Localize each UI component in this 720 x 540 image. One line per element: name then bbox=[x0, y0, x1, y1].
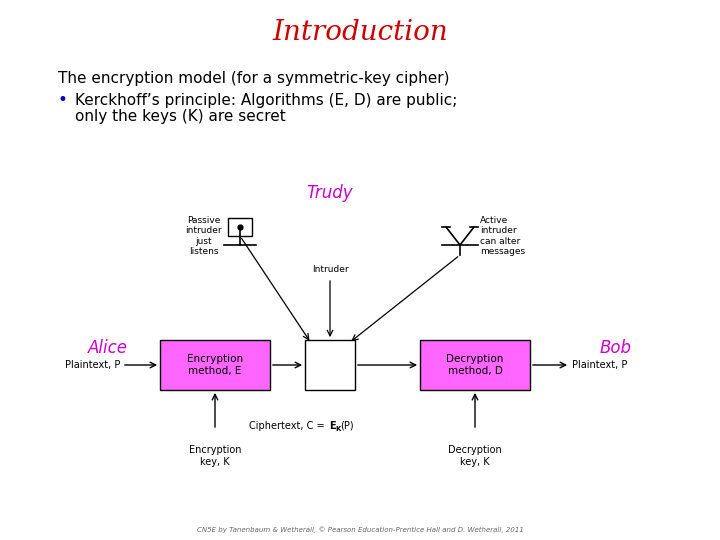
Text: Intruder: Intruder bbox=[312, 266, 348, 274]
Text: Trudy: Trudy bbox=[307, 184, 354, 202]
Bar bbox=[160, 340, 270, 390]
Text: Decryption
key, K: Decryption key, K bbox=[448, 445, 502, 467]
Text: Plaintext, P: Plaintext, P bbox=[65, 360, 120, 370]
Text: Alice: Alice bbox=[88, 339, 128, 357]
Bar bbox=[228, 218, 252, 236]
Text: •: • bbox=[58, 91, 68, 109]
Text: Encryption
method, E: Encryption method, E bbox=[187, 354, 243, 376]
Text: Active
intruder
can alter
messages: Active intruder can alter messages bbox=[480, 216, 525, 256]
Text: Bob: Bob bbox=[600, 339, 632, 357]
Text: Introduction: Introduction bbox=[272, 18, 448, 45]
Text: K: K bbox=[335, 426, 341, 432]
Bar bbox=[305, 340, 355, 390]
Text: Decryption
method, D: Decryption method, D bbox=[446, 354, 504, 376]
Text: The encryption model (for a symmetric-key cipher): The encryption model (for a symmetric-ke… bbox=[58, 71, 449, 85]
Text: E: E bbox=[329, 421, 336, 431]
Text: Plaintext, P: Plaintext, P bbox=[572, 360, 627, 370]
Text: (P): (P) bbox=[340, 421, 354, 431]
Text: Encryption
key, K: Encryption key, K bbox=[189, 445, 241, 467]
Text: Passive
intruder
just
listens: Passive intruder just listens bbox=[185, 216, 222, 256]
Text: Kerckhoff’s principle: Algorithms (E, D) are public;: Kerckhoff’s principle: Algorithms (E, D)… bbox=[75, 92, 457, 107]
Text: CN5E by Tanenbaum & Wetherall, © Pearson Education-Prentice Hall and D. Wetheral: CN5E by Tanenbaum & Wetherall, © Pearson… bbox=[197, 526, 523, 534]
Text: Ciphertext, C =: Ciphertext, C = bbox=[249, 421, 328, 431]
Text: only the keys (K) are secret: only the keys (K) are secret bbox=[75, 110, 286, 125]
Bar bbox=[420, 340, 530, 390]
